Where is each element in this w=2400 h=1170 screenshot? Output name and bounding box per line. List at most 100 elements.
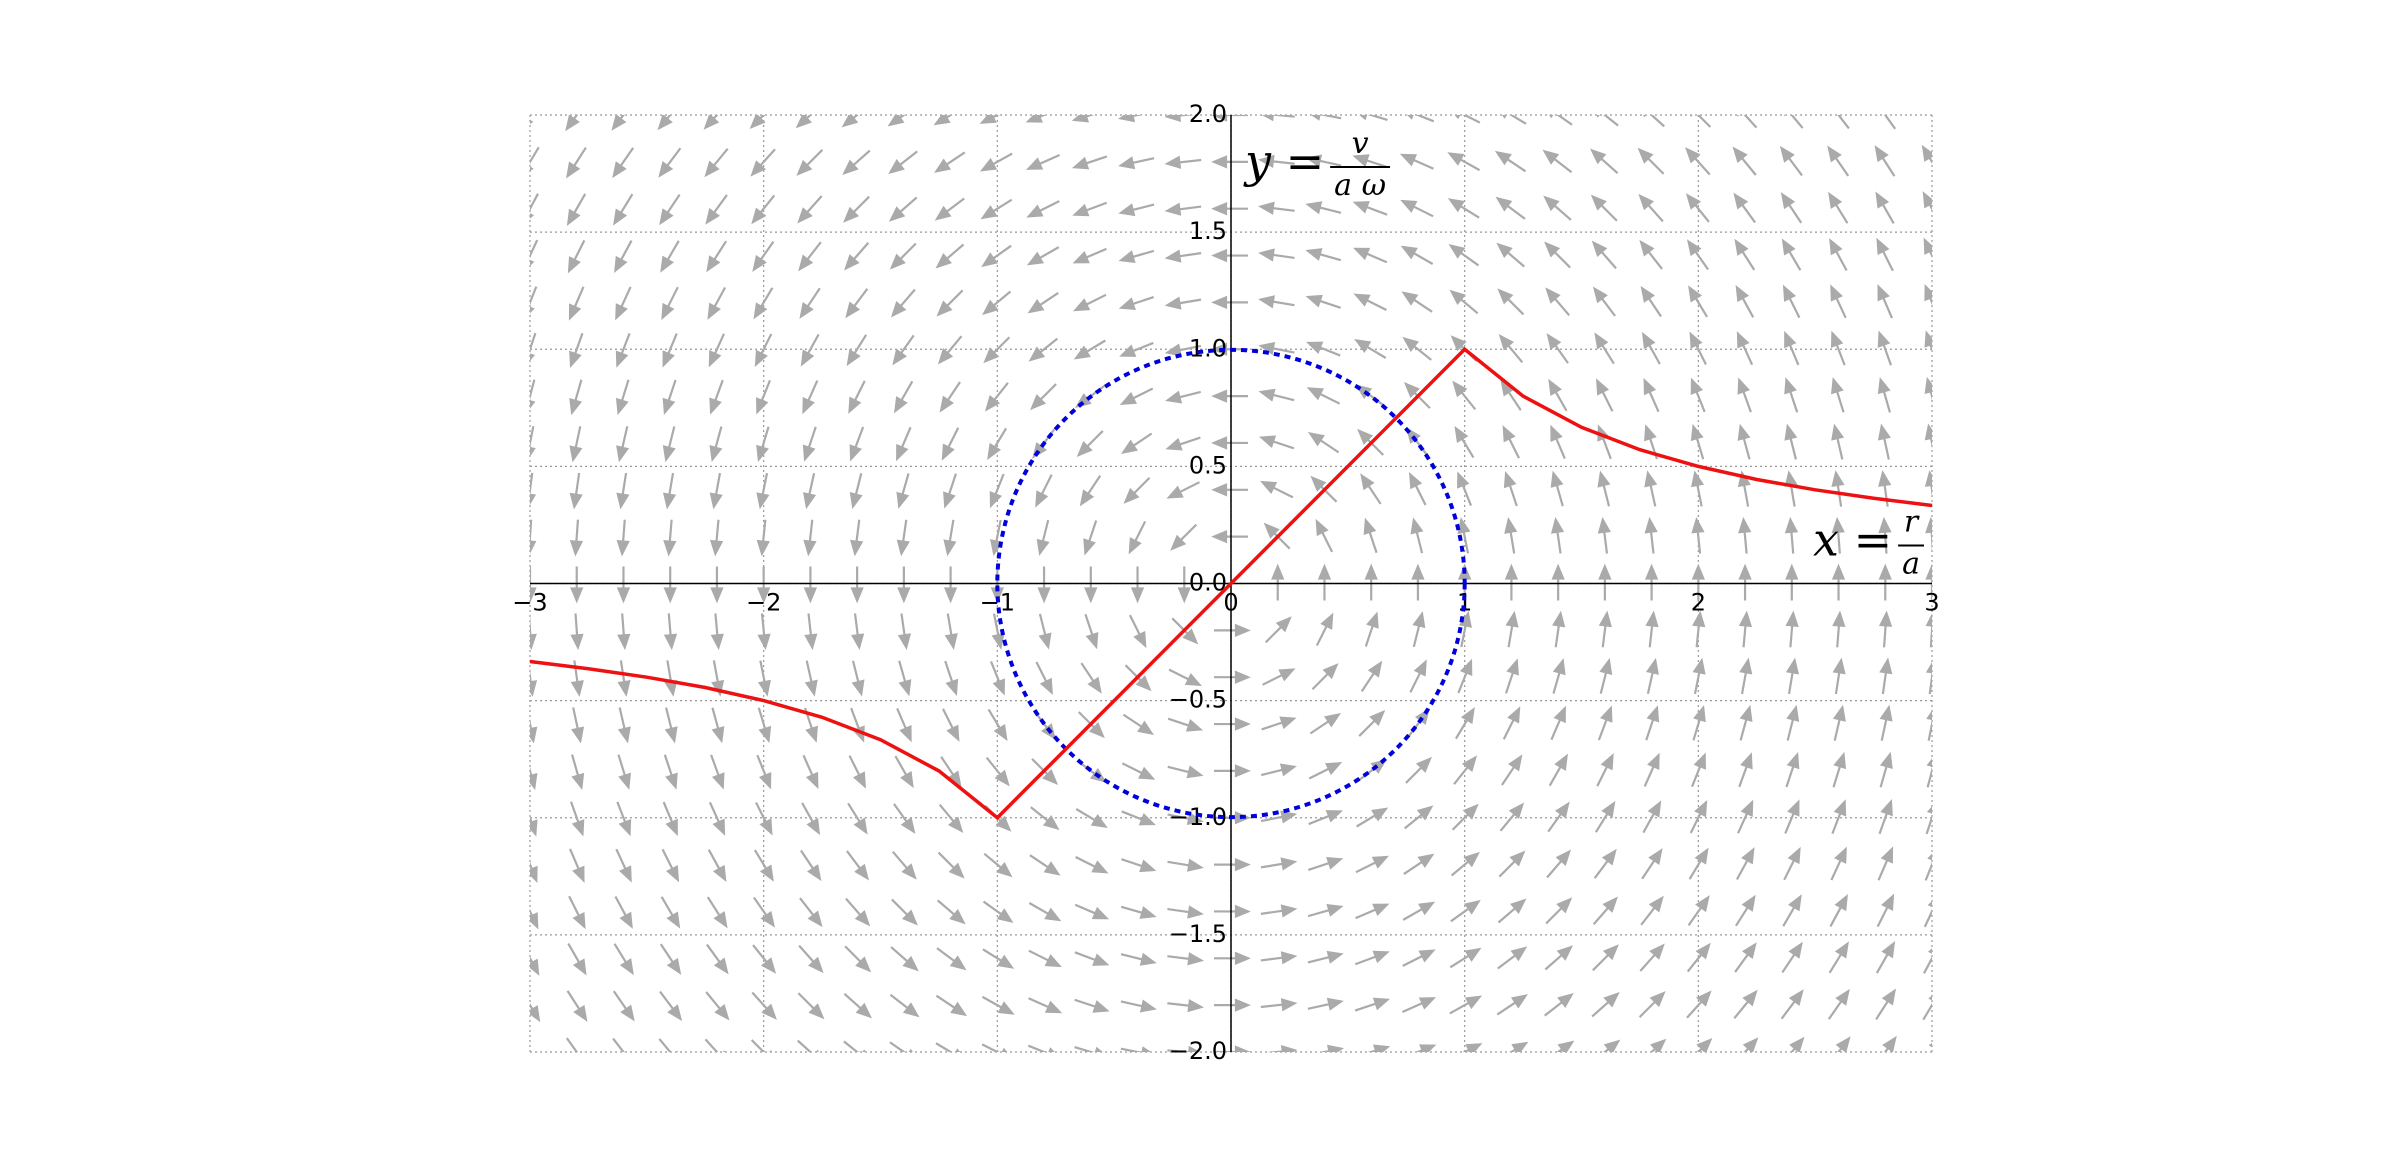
- quiver-arrow: [935, 243, 965, 269]
- quiver-arrow: [663, 519, 677, 557]
- quiver-arrow: [657, 115, 673, 131]
- quiver-arrow: [1258, 435, 1295, 450]
- quiver-arrow: [1260, 810, 1298, 824]
- quiver-arrow: [1306, 341, 1341, 357]
- x-tick-label: −3: [512, 589, 547, 617]
- quiver-arrow: [1214, 670, 1251, 684]
- quiver-arrow: [1925, 516, 1932, 554]
- quiver-arrow: [1784, 423, 1798, 460]
- quiver-arrow: [1924, 330, 1932, 353]
- quiver-arrow: [1786, 704, 1800, 741]
- quiver-arrow: [1354, 339, 1387, 359]
- quiver-arrow: [1352, 154, 1388, 169]
- quiver-arrow: [1121, 858, 1157, 873]
- quiver-arrow: [897, 613, 912, 651]
- quiver-arrow: [752, 944, 777, 974]
- quiver-arrow: [1211, 295, 1248, 310]
- quiver-arrow: [1550, 470, 1564, 507]
- quiver-arrow: [1167, 952, 1204, 966]
- quiver-arrow: [1924, 470, 1932, 499]
- quiver-arrow: [1076, 430, 1104, 457]
- quiver-arrow: [1544, 241, 1571, 269]
- quiver-arrow: [890, 288, 916, 318]
- quiver-arrow: [1692, 705, 1706, 741]
- quiver-arrow: [942, 708, 960, 742]
- quiver-arrow: [530, 332, 537, 361]
- quiver-arrow: [757, 707, 772, 744]
- quiver-arrow: [663, 754, 678, 790]
- quiver-arrow: [1124, 664, 1152, 692]
- quiver-arrow: [1258, 201, 1295, 215]
- quiver-arrow: [615, 379, 630, 416]
- quiver-arrow: [1454, 707, 1475, 740]
- quiver-arrow: [1355, 903, 1390, 920]
- quiver-arrow: [1260, 904, 1298, 918]
- quiver-arrow: [1831, 470, 1845, 507]
- quiver-arrow: [1164, 390, 1202, 404]
- quiver-arrow: [530, 146, 540, 172]
- quiver-arrow: [842, 149, 871, 176]
- y-tick-label: −0.5: [1169, 686, 1227, 714]
- quiver-arrow: [1649, 1038, 1667, 1052]
- x-tick-label: 0: [1223, 589, 1238, 617]
- quiver-arrow: [664, 707, 678, 744]
- quiver-arrow: [1167, 905, 1204, 919]
- quiver-arrow: [662, 426, 676, 463]
- quiver-arrow: [617, 754, 631, 790]
- quiver-arrow: [1685, 147, 1711, 176]
- quiver-arrow: [1690, 423, 1705, 460]
- label-num: r: [1904, 505, 1920, 540]
- quiver-arrow: [1551, 516, 1565, 554]
- quiver-arrow: [1594, 800, 1616, 833]
- quiver-arrow: [892, 334, 915, 366]
- quiver-arrow: [1782, 894, 1802, 927]
- quiver-arrow: [530, 239, 539, 266]
- quiver-arrow: [1644, 516, 1658, 554]
- quiver-arrow: [616, 472, 630, 510]
- quiver-arrow: [1691, 563, 1705, 601]
- quiver-arrow: [1832, 704, 1846, 741]
- quiver-arrow: [1879, 751, 1893, 788]
- quiver-arrow: [1310, 475, 1338, 503]
- quiver-arrow: [1733, 192, 1756, 224]
- quiver-arrow: [1496, 994, 1528, 1016]
- quiver-arrow: [1084, 613, 1099, 650]
- quiver-arrow: [1028, 949, 1062, 968]
- quiver-arrow: [1025, 115, 1048, 123]
- quiver-arrow: [1026, 246, 1060, 266]
- quiver-arrow: [613, 193, 634, 226]
- quiver-arrow: [982, 948, 1015, 969]
- quiver-arrow: [1689, 799, 1708, 834]
- quiver-arrow: [1305, 154, 1342, 168]
- quiver-arrow: [753, 896, 776, 928]
- quiver-arrow: [981, 1043, 1008, 1052]
- quiver-arrow: [1547, 801, 1570, 833]
- quiver-arrow: [1593, 848, 1617, 879]
- quiver-arrow: [935, 1042, 961, 1052]
- quiver-arrow: [1403, 853, 1435, 875]
- quiver-arrow: [935, 994, 968, 1017]
- quiver: [530, 115, 1932, 1052]
- quiver-arrow: [990, 519, 1004, 557]
- quiver-arrow: [898, 660, 912, 697]
- quiver-arrow: [1738, 563, 1752, 601]
- quiver-arrow: [1211, 248, 1248, 263]
- quiver-arrow: [569, 472, 583, 510]
- quiver-arrow: [1688, 847, 1709, 880]
- quiver-arrow: [1177, 566, 1191, 604]
- quiver-arrow: [1735, 847, 1755, 881]
- quiver-arrow: [850, 566, 864, 604]
- quiver-arrow: [983, 852, 1013, 878]
- quiver-arrow: [1505, 610, 1519, 648]
- quiver-arrow: [705, 991, 730, 1021]
- quiver-arrow: [1406, 427, 1430, 458]
- quiver-arrow: [1878, 610, 1893, 648]
- quiver-arrow: [753, 287, 774, 320]
- quiver-arrow: [1779, 145, 1803, 177]
- quiver-arrow: [980, 198, 1013, 220]
- quiver-arrow: [1214, 1045, 1251, 1052]
- quiver-arrow: [1317, 563, 1332, 601]
- quiver-arrow: [709, 472, 723, 510]
- quiver-arrow: [1780, 192, 1803, 224]
- quiver-arrow: [1686, 239, 1709, 271]
